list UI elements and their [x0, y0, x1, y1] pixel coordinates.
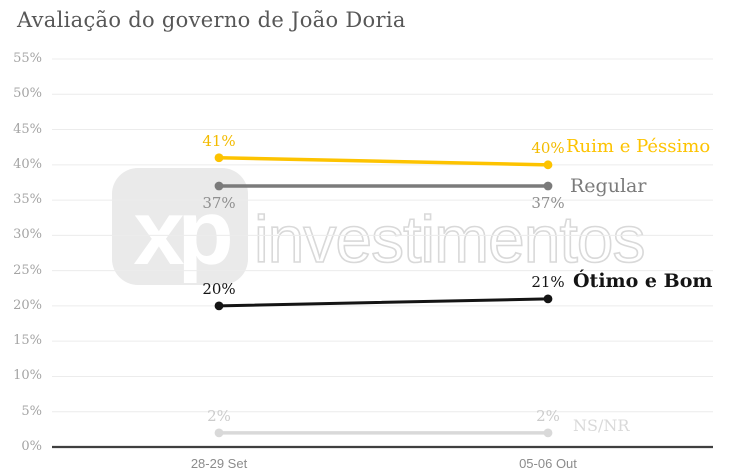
y-tick-label: 30% [13, 227, 42, 243]
value-label: 2% [207, 406, 231, 425]
y-tick-label: 35% [13, 192, 42, 208]
y-tick-label: 40% [13, 156, 42, 172]
data-point [214, 301, 224, 311]
value-label: 37% [202, 193, 236, 212]
data-point [543, 294, 553, 304]
data-point [214, 428, 224, 438]
y-tick-label: 55% [13, 51, 42, 66]
y-tick-label: 5% [21, 403, 42, 419]
y-tick-label: 0% [21, 439, 42, 454]
data-point [543, 181, 553, 191]
page-title: Avaliação do governo de João Doria [17, 8, 406, 32]
value-label: 2% [536, 406, 560, 425]
y-tick-label: 10% [13, 368, 42, 384]
series-label: Ruim e Péssimo [566, 135, 711, 157]
data-point [543, 428, 553, 438]
series-line [217, 297, 550, 308]
y-tick-label: 50% [13, 86, 42, 102]
value-label: 20% [202, 279, 236, 298]
y-tick-label: 15% [13, 333, 42, 349]
data-point [543, 160, 553, 170]
value-label: 37% [531, 193, 565, 212]
y-tick-label: 20% [13, 297, 42, 313]
series-label: Regular [570, 174, 647, 197]
y-tick-label: 45% [13, 121, 42, 137]
y-tick-label: 25% [13, 262, 42, 278]
value-label: 21% [531, 272, 565, 291]
series-label: NS/NR [573, 415, 630, 435]
watermark-brand-text: investimentos [253, 202, 646, 276]
value-label: 40% [531, 138, 565, 157]
xp-logo-text: xp [133, 181, 233, 284]
series-line [217, 156, 550, 167]
value-label: 41% [202, 131, 236, 150]
x-tick-label: 05-06 Out [519, 456, 577, 471]
x-tick-label: 28-29 Set [190, 456, 248, 471]
data-point [214, 153, 224, 163]
data-point [214, 181, 224, 191]
series-label: Ótimo e Bom [573, 269, 713, 292]
